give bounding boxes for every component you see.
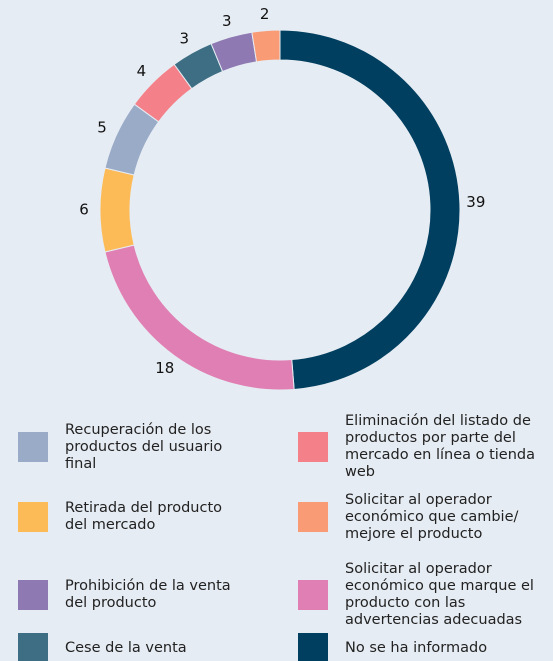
slice xyxy=(99,167,135,253)
legend-swatch xyxy=(298,633,328,661)
donut: 39 18 6 5 4 3 3 2 xyxy=(79,5,485,391)
legend-entry: No se ha informado xyxy=(298,608,553,661)
legend-label: Recuperación de los productos del usuari… xyxy=(65,421,223,472)
legend-swatch xyxy=(18,580,48,610)
data-label: 3 xyxy=(179,29,189,47)
legend-label: Solicitar al operador económico que marq… xyxy=(345,561,534,628)
slice xyxy=(104,244,295,391)
legend-entry: Retirada del producto del mercado xyxy=(18,477,235,557)
legend-swatch xyxy=(298,580,328,610)
legend-swatch xyxy=(18,502,48,532)
legend-label: Retirada del producto del mercado xyxy=(65,500,223,533)
data-label: 2 xyxy=(260,5,270,23)
legend-label: Prohibición de la venta del producto xyxy=(65,578,231,611)
legend-swatch xyxy=(18,432,48,462)
slice xyxy=(251,29,281,63)
legend-label: Cese de la venta xyxy=(65,639,187,656)
legend-swatch xyxy=(298,432,328,462)
data-label: 3 xyxy=(222,12,232,30)
legend-label: Eliminación del listado de productos por… xyxy=(345,413,536,480)
legend-label: Solicitar al operador económico que camb… xyxy=(345,491,519,542)
legend-entry: Prohibición de la venta del producto xyxy=(18,555,235,635)
slice xyxy=(279,29,461,390)
data-label: 5 xyxy=(97,118,107,136)
legend-entry: Solicitar al operador económico que camb… xyxy=(298,477,553,557)
data-label: 4 xyxy=(137,62,147,80)
legend-entry: Cese de la venta xyxy=(18,608,235,661)
legend-swatch xyxy=(298,502,328,532)
legend-entry: Solicitar al operador económico que marq… xyxy=(298,555,553,635)
legend-entry: Recuperación de los productos del usuari… xyxy=(18,407,235,487)
data-label: 39 xyxy=(466,193,485,211)
data-label: 6 xyxy=(79,201,89,219)
legend-entry: Eliminación del listado de productos por… xyxy=(298,407,553,487)
legend-swatch xyxy=(18,633,48,661)
data-label: 18 xyxy=(155,359,174,377)
legend-label: No se ha informado xyxy=(345,639,488,656)
